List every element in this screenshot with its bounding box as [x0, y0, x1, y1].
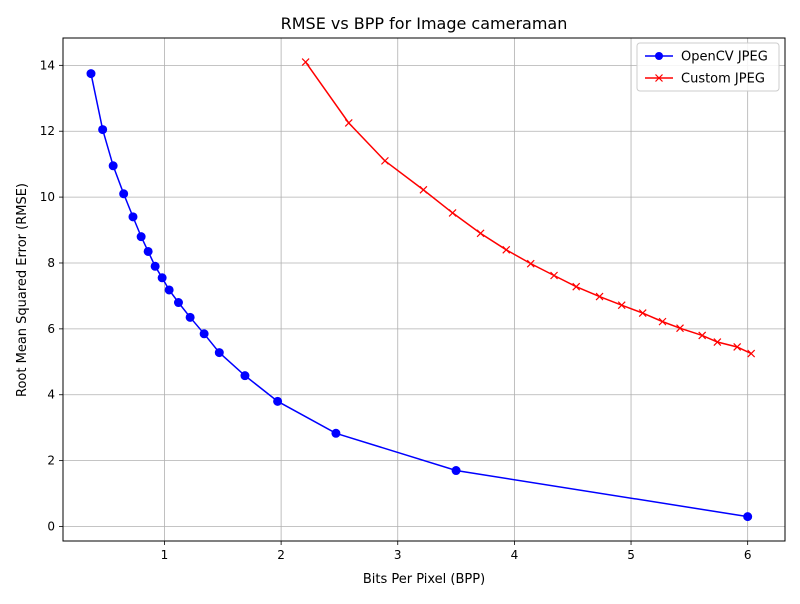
data-point	[240, 371, 250, 381]
x-tick-label: 6	[744, 548, 752, 562]
y-tick-label: 4	[47, 388, 55, 402]
data-point	[451, 466, 461, 476]
data-point	[617, 301, 626, 310]
data-point	[150, 261, 160, 271]
legend-marker	[655, 52, 663, 60]
legend-box	[636, 42, 780, 92]
data-point	[185, 312, 195, 322]
y-tick-label: 2	[47, 454, 55, 468]
data-point	[550, 271, 558, 280]
data-point	[128, 212, 138, 222]
plot-frame	[62, 37, 786, 542]
data-point	[331, 428, 341, 438]
data-point	[86, 69, 96, 79]
data-point	[173, 298, 183, 308]
data-point	[658, 317, 667, 326]
data-point	[419, 185, 428, 194]
data-point	[98, 125, 108, 135]
data-point	[743, 512, 753, 522]
data-point	[119, 189, 129, 199]
data-point	[301, 58, 310, 66]
legend-marker	[655, 74, 663, 82]
y-tick-label: 14	[40, 58, 55, 72]
data-point	[381, 156, 389, 165]
data-point	[733, 343, 742, 351]
y-tick-label: 8	[47, 256, 55, 270]
data-point	[136, 232, 146, 242]
y-tick-label: 0	[47, 520, 55, 534]
y-tick-label: 10	[40, 190, 55, 204]
x-tick-label: 1	[161, 548, 169, 562]
grid-lines	[63, 38, 785, 541]
chart-title: RMSE vs BPP for Image cameraman	[281, 14, 568, 33]
x-tick-label: 4	[511, 548, 519, 562]
data-point	[676, 324, 684, 333]
data-point	[713, 338, 722, 346]
data-point	[572, 282, 581, 291]
data-point	[476, 229, 485, 238]
data-point	[273, 396, 283, 406]
x-tick-label: 5	[627, 548, 635, 562]
data-point	[595, 292, 604, 301]
data-point	[214, 348, 224, 358]
legend: OpenCV JPEG Custom JPEG	[636, 42, 780, 92]
legend-label: Custom JPEG	[681, 72, 765, 87]
series-custom-jpeg	[301, 58, 756, 358]
data-point	[502, 245, 511, 254]
x-tick-label: 3	[394, 548, 402, 562]
data-point	[747, 349, 756, 358]
legend-item-opencv-jpeg: OpenCV JPEG	[645, 50, 768, 65]
data-point	[108, 161, 118, 171]
data-point	[638, 309, 647, 317]
data-point	[157, 273, 167, 283]
data-point	[698, 331, 707, 340]
y-tick-label: 12	[40, 124, 55, 138]
legend-label: OpenCV JPEG	[681, 50, 768, 65]
data-point	[143, 246, 153, 256]
data-point	[199, 329, 209, 339]
x-axis-label: Bits Per Pixel (BPP)	[363, 572, 485, 587]
x-tick-label: 2	[277, 548, 285, 562]
series-layer	[86, 58, 756, 522]
y-axis-label: Root Mean Squared Error (RMSE)	[15, 183, 30, 397]
legend-item-custom-jpeg: Custom JPEG	[645, 72, 765, 87]
data-point	[526, 259, 535, 268]
data-point	[344, 119, 353, 127]
data-point	[448, 208, 457, 217]
series-opencv-jpeg	[86, 69, 753, 522]
y-tick-label: 6	[47, 322, 55, 336]
data-point	[164, 285, 174, 295]
